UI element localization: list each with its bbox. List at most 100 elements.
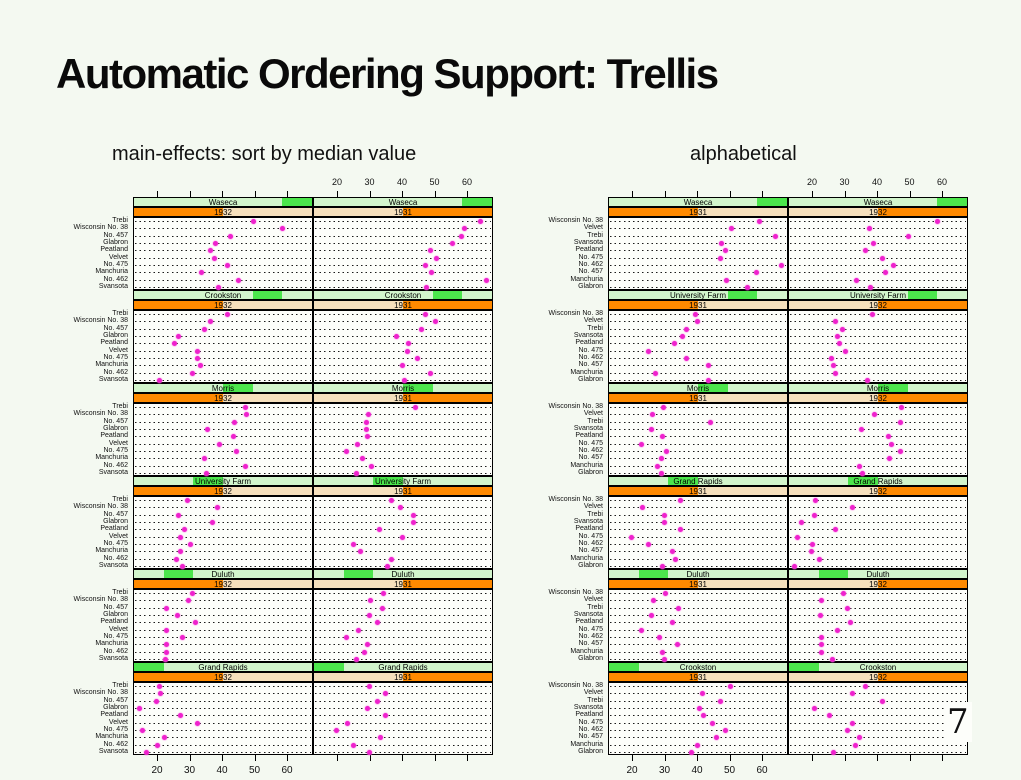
variety-label: Trebi (587, 231, 603, 239)
dot-row-line (790, 421, 966, 423)
axis-tick-bottom (697, 755, 699, 761)
year-strip: 1931 (608, 393, 788, 403)
data-point-dot (250, 219, 256, 225)
data-point-dot (880, 698, 886, 704)
dot-row-line (790, 607, 966, 609)
variety-label: Velvet (108, 532, 128, 540)
variety-label: Svansota (573, 239, 603, 247)
dot-row-line (315, 443, 491, 445)
data-point-dot (889, 441, 895, 447)
dot-row-line (135, 715, 311, 717)
dot-row-line (790, 686, 966, 688)
dot-row-line (610, 658, 786, 660)
panel-duluth-1932 (788, 589, 968, 662)
dot-row-line (135, 700, 311, 702)
data-point-dot (659, 649, 665, 655)
year-level-indicator (878, 673, 967, 681)
site-strip-label: Grand Rapids (378, 663, 428, 672)
dot-row-line (790, 622, 966, 624)
dot-row-line (610, 715, 786, 717)
year-level-indicator (134, 208, 223, 216)
data-point-dot (199, 270, 205, 276)
data-point-dot (157, 377, 163, 383)
data-point-dot (812, 706, 818, 712)
data-point-dot (828, 355, 834, 361)
dot-row-line (610, 700, 786, 702)
year-strip-label: 1932 (869, 487, 887, 496)
data-point-dot (850, 505, 856, 511)
dot-row-line (135, 235, 311, 237)
variety-label: No. 462 (103, 740, 128, 748)
site-strip: Morris (133, 383, 313, 393)
dot-row-line (790, 593, 966, 595)
data-point-dot (744, 284, 750, 290)
dot-row-line (610, 429, 786, 431)
data-point-dot (813, 498, 819, 504)
dot-row-line (790, 336, 966, 338)
dot-row-line (610, 407, 786, 409)
dot-row-line (790, 429, 966, 431)
dot-row-line (790, 250, 966, 252)
data-point-dot (377, 527, 383, 533)
site-level-indicator (343, 570, 374, 578)
panel-university-farm-1931 (313, 496, 493, 569)
data-point-dot (432, 319, 438, 325)
year-level-indicator (403, 394, 492, 402)
dot-row-line (610, 615, 786, 617)
dot-row-line (610, 636, 786, 638)
dot-row-line (610, 465, 786, 467)
data-point-dot (697, 706, 703, 712)
dot-row-line (610, 286, 786, 288)
axis-tick-top (222, 191, 224, 197)
panel-grand-rapids-1931 (313, 682, 493, 755)
dot-row-line (315, 744, 491, 746)
dot-row-line (790, 500, 966, 502)
variety-label: Trebi (587, 510, 603, 518)
dot-row-line (135, 372, 311, 374)
variety-label: Manchuria (570, 275, 603, 283)
data-point-dot (658, 456, 664, 462)
data-point-dot (840, 591, 846, 597)
data-point-dot (672, 556, 678, 562)
axis-tick-bottom (434, 755, 436, 761)
data-point-dot (656, 634, 662, 640)
panel-morris-1932 (788, 403, 968, 476)
data-point-dot (213, 241, 219, 247)
year-strip: 1931 (608, 486, 788, 496)
data-point-dot (865, 377, 871, 383)
data-point-dot (727, 684, 733, 690)
trellis-plot-sorted: 20 30 40 50 60 20 30 40 50 60 Waseca 1932 Waseca 1931… (74, 177, 493, 776)
axis-tick-label-bottom: 40 (216, 765, 228, 776)
dot-row-line (315, 636, 491, 638)
variety-label: Manchuria (95, 454, 128, 462)
axis-tick-bottom (942, 755, 943, 761)
data-point-dot (174, 613, 180, 619)
data-point-dot (181, 527, 187, 533)
variety-label: Svansota (98, 375, 128, 383)
year-strip-label: 1931 (689, 580, 707, 589)
panel-waseca-1931 (313, 217, 493, 290)
panel-morris-1931 (313, 403, 493, 476)
year-level-indicator (134, 394, 223, 402)
data-point-dot (354, 470, 360, 476)
site-level-indicator (609, 663, 639, 671)
axis-tick-label-bottom: 30 (183, 765, 196, 776)
variety-label: No. 475 (578, 253, 603, 261)
data-point-dot (215, 505, 220, 511)
data-point-dot (706, 363, 712, 369)
axis-tick-label-bottom: 50 (723, 765, 736, 776)
data-point-dot (243, 405, 249, 411)
data-point-dot (905, 233, 911, 239)
dot-row-line (610, 536, 786, 538)
site-strip: Waseca (608, 197, 788, 207)
dot-row-line (790, 644, 966, 646)
axis-tick-bottom (909, 755, 911, 761)
data-point-dot (164, 605, 170, 611)
data-point-dot (890, 262, 896, 268)
dot-row-line (610, 522, 786, 524)
data-point-dot (179, 563, 185, 569)
axis-tick-bottom (844, 755, 846, 761)
panel-crookston-1932 (133, 310, 313, 383)
dot-row-line (610, 593, 786, 595)
data-point-dot (459, 233, 465, 239)
